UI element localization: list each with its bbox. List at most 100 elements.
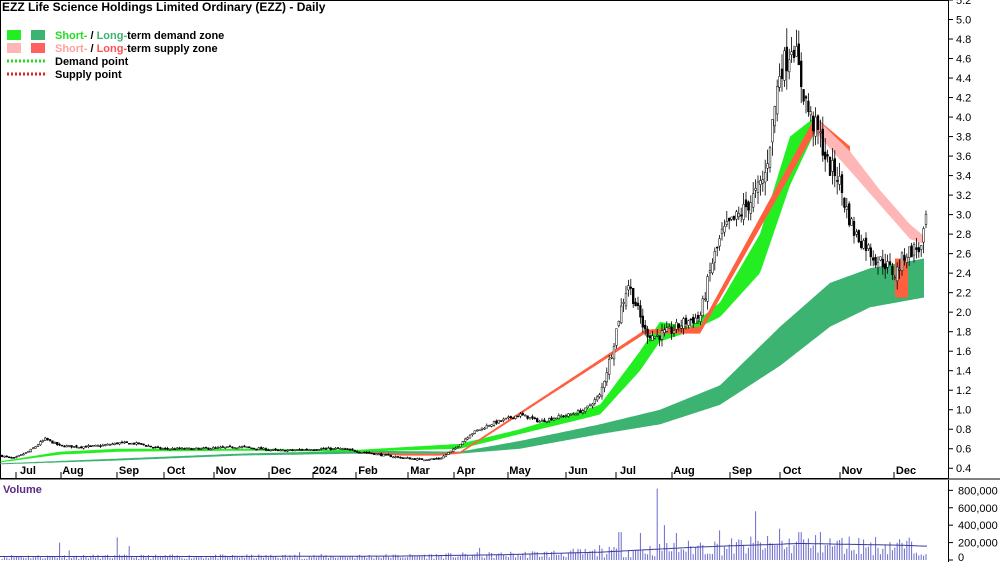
candle bbox=[111, 442, 114, 446]
candle bbox=[800, 52, 803, 104]
candle-body bbox=[473, 430, 476, 434]
candle bbox=[617, 320, 620, 328]
candle-body bbox=[255, 448, 258, 451]
candle-body bbox=[365, 452, 368, 454]
candle bbox=[802, 89, 805, 105]
candle-body bbox=[569, 413, 572, 416]
candle-body bbox=[334, 447, 337, 450]
candle-body bbox=[63, 445, 66, 448]
candle bbox=[915, 237, 918, 259]
candle bbox=[123, 440, 126, 444]
candle bbox=[341, 447, 344, 451]
candle-body bbox=[327, 447, 330, 450]
candle-body bbox=[423, 459, 426, 462]
candle-body bbox=[384, 454, 388, 456]
candle-body bbox=[303, 449, 306, 451]
candle-body bbox=[300, 449, 304, 451]
candle bbox=[372, 452, 376, 455]
candle bbox=[579, 408, 582, 413]
candle-body bbox=[418, 458, 421, 460]
candle bbox=[101, 443, 104, 447]
candle-body bbox=[519, 413, 522, 417]
candle-body bbox=[142, 443, 145, 446]
candle bbox=[471, 433, 474, 437]
candle bbox=[560, 413, 563, 418]
candle bbox=[675, 318, 678, 334]
legend-demand-point: Demand point bbox=[55, 56, 129, 68]
date-tick-label: May bbox=[509, 465, 531, 477]
candle-body bbox=[449, 450, 452, 453]
candle-body bbox=[233, 447, 236, 450]
candle bbox=[387, 453, 390, 456]
candle bbox=[850, 216, 853, 226]
candle-body bbox=[408, 457, 412, 460]
date-tick-label: Dec bbox=[896, 465, 916, 477]
candle-body bbox=[538, 420, 541, 423]
candle bbox=[166, 446, 169, 451]
candle-body bbox=[353, 450, 356, 452]
candle bbox=[723, 219, 726, 237]
candle bbox=[240, 445, 244, 449]
candle-body bbox=[68, 445, 71, 447]
candle bbox=[584, 407, 587, 414]
candle-body bbox=[692, 317, 695, 324]
candle bbox=[581, 408, 584, 415]
candle-body bbox=[896, 266, 899, 282]
candle bbox=[279, 448, 282, 452]
candle bbox=[886, 254, 889, 274]
candle-body bbox=[236, 447, 239, 450]
candle bbox=[363, 451, 366, 454]
volume-tick-label: 800,000 bbox=[958, 485, 998, 497]
candle bbox=[137, 442, 140, 445]
candle-body bbox=[44, 437, 47, 441]
candle bbox=[159, 446, 162, 450]
volume-tick-label: 0 bbox=[958, 552, 964, 562]
candle bbox=[36, 443, 40, 447]
candle bbox=[605, 367, 608, 386]
candle-body bbox=[72, 445, 76, 448]
legend-demand-zone: Short- / Long-term demand zone bbox=[55, 30, 224, 42]
candle-body bbox=[800, 60, 803, 88]
candle-body bbox=[12, 457, 16, 459]
candle bbox=[533, 416, 536, 420]
candle bbox=[872, 250, 875, 267]
candle-body bbox=[437, 457, 440, 460]
candle-body bbox=[435, 458, 438, 460]
candle-body bbox=[884, 263, 887, 270]
candle bbox=[550, 415, 553, 421]
candle-body bbox=[8, 456, 11, 459]
candle-body bbox=[886, 261, 889, 268]
candle-body bbox=[548, 418, 551, 422]
candle bbox=[639, 300, 642, 324]
candle bbox=[860, 234, 863, 250]
candle-body bbox=[725, 221, 728, 225]
candle-body bbox=[147, 445, 150, 448]
candle bbox=[648, 333, 652, 342]
candle bbox=[411, 458, 414, 460]
candle-body bbox=[262, 447, 265, 450]
candle-body bbox=[202, 447, 205, 449]
candle-body bbox=[557, 415, 560, 420]
candle-body bbox=[200, 447, 203, 450]
candle bbox=[288, 449, 292, 451]
candle-body bbox=[752, 193, 755, 208]
candle-body bbox=[156, 446, 160, 448]
candle bbox=[454, 446, 457, 450]
candle bbox=[164, 446, 167, 450]
candle bbox=[75, 444, 78, 449]
candle bbox=[41, 439, 44, 443]
candle bbox=[720, 222, 724, 241]
date-tick-label: Oct bbox=[783, 465, 802, 477]
date-tick-label: Apr bbox=[457, 465, 477, 477]
candle-body bbox=[185, 447, 188, 450]
candle bbox=[15, 455, 18, 459]
candle bbox=[207, 447, 210, 451]
candle bbox=[888, 253, 892, 267]
candle-body bbox=[279, 449, 282, 452]
candle bbox=[634, 297, 637, 307]
candle-body bbox=[627, 285, 630, 291]
candle-body bbox=[15, 456, 18, 458]
candle bbox=[704, 292, 707, 302]
candle-body bbox=[598, 394, 601, 398]
candle bbox=[370, 452, 373, 455]
